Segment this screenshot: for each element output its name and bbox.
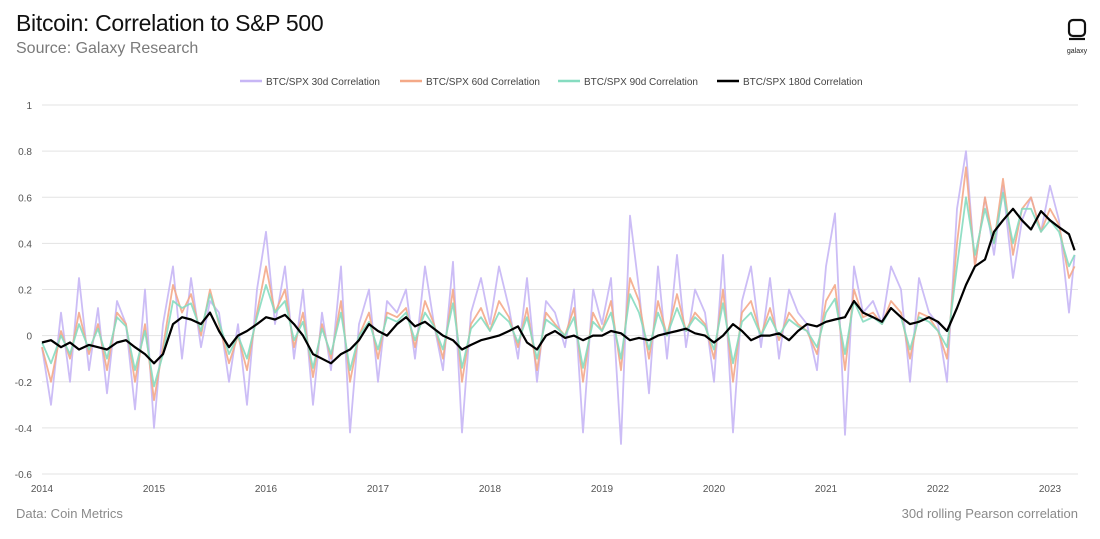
x-tick-label: 2016 [255, 484, 278, 495]
legend-label: BTC/SPX 90d Correlation [584, 77, 698, 88]
y-tick-label: 0.6 [18, 193, 32, 204]
logo-label: galaxy [1066, 48, 1088, 55]
data-source-note: Data: Coin Metrics [16, 506, 123, 521]
series-60d-line [41, 166, 1076, 402]
x-tick-label: 2020 [703, 484, 726, 495]
y-tick-label: -0.6 [15, 470, 33, 481]
y-tick-label: -0.2 [15, 378, 33, 389]
y-tick-label: -0.4 [15, 424, 33, 435]
legend-label: BTC/SPX 180d Correlation [743, 77, 863, 88]
legend-label: BTC/SPX 30d Correlation [266, 77, 380, 88]
x-tick-label: 2017 [367, 484, 390, 495]
x-tick-label: 2022 [927, 484, 950, 495]
series-90d-line [41, 191, 1076, 388]
x-tick-label: 2019 [591, 484, 614, 495]
y-axis-ticks: 1 0.8 0.6 0.4 0.2 0 -0.2 -0.4 -0.6 [15, 101, 33, 481]
method-note: 30d rolling Pearson correlation [901, 506, 1078, 521]
y-tick-label: 1 [26, 101, 32, 112]
x-tick-label: 2018 [479, 484, 502, 495]
x-tick-label: 2023 [1039, 484, 1062, 495]
y-tick-label: 0 [26, 332, 32, 343]
series-180d-line [41, 207, 1076, 365]
legend: BTC/SPX 30d Correlation BTC/SPX 60d Corre… [240, 77, 863, 88]
y-tick-label: 0.2 [18, 286, 32, 297]
series-30d-line [41, 150, 1076, 445]
series-lines [41, 150, 1076, 445]
x-tick-label: 2015 [143, 484, 166, 495]
brand-logo: galaxy [1064, 18, 1090, 55]
legend-label: BTC/SPX 60d Correlation [426, 77, 540, 88]
x-axis-ticks: 2014 2015 2016 2017 2018 2019 2020 2021 2022 2023 [31, 484, 1062, 495]
x-tick-label: 2021 [815, 484, 838, 495]
galaxy-logo-icon [1067, 18, 1087, 41]
chart-subtitle: Source: Galaxy Research [16, 40, 199, 57]
chart-title: Bitcoin: Correlation to S&P 500 [16, 10, 324, 36]
x-tick-label: 2014 [31, 484, 54, 495]
y-tick-label: 0.4 [18, 239, 32, 250]
y-tick-label: 0.8 [18, 147, 32, 158]
